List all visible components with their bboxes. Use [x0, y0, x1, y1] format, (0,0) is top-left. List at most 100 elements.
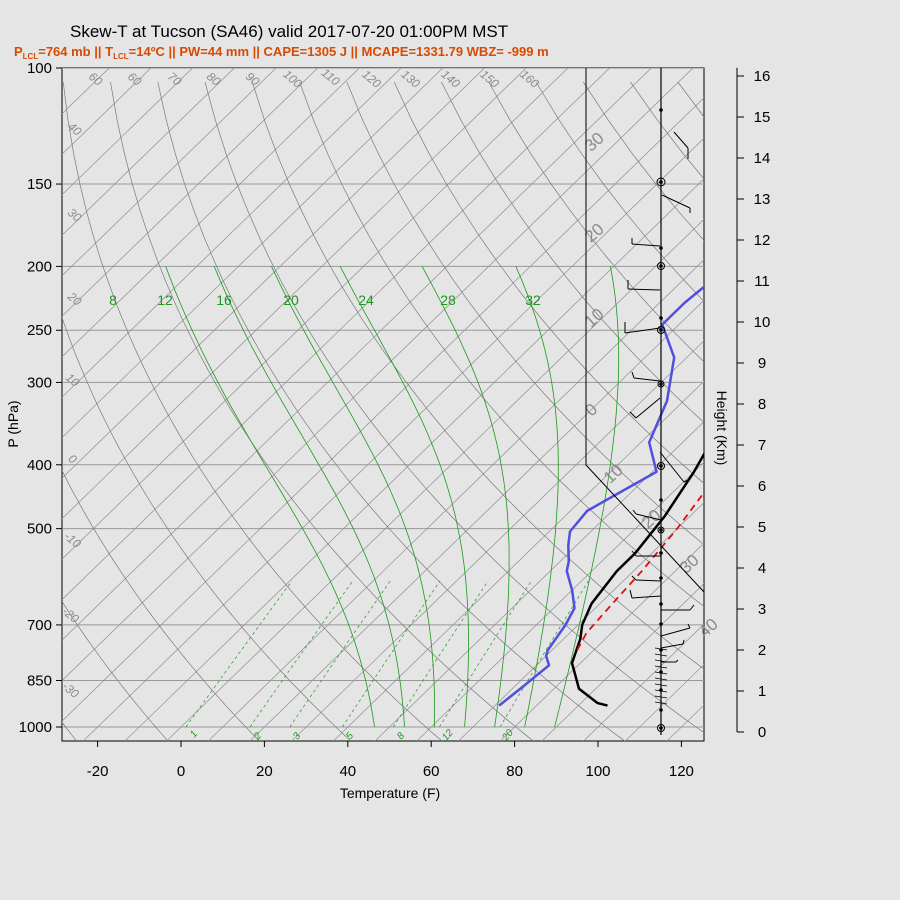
wind-barb-flag: [687, 623, 691, 629]
x-axis-label: Temperature (F): [340, 785, 440, 801]
wind-barb-shaft: [659, 451, 685, 483]
dewpoint-line: [498, 285, 704, 707]
wind-barb-small: [654, 695, 668, 699]
moist-adiabat-line: [515, 266, 559, 728]
moist-adiabat-label: 20: [283, 292, 299, 308]
wind-barb-flag: [631, 575, 637, 581]
isotherm-line: [62, 68, 527, 520]
height-tick-label: 2: [758, 642, 766, 659]
wind-barb-small: [654, 647, 668, 651]
isotherm-line: [249, 299, 704, 741]
wind-barb-small: [654, 677, 668, 681]
wind-calm-circle: [657, 462, 665, 470]
wind-barb-flag: [629, 411, 637, 419]
mixing-ratio-label: 1: [188, 729, 200, 740]
height-tick-label: 4: [758, 560, 766, 577]
height-tick-label: 0: [758, 724, 766, 741]
wind-calm-circle: [657, 326, 665, 334]
wind-barb-flag: [682, 639, 685, 645]
dry-adiabat-label: 10: [63, 370, 82, 390]
wind-level-dot: [659, 264, 663, 268]
pressure-tick-label: 300: [27, 374, 52, 391]
dry-adiabat-line: [677, 81, 704, 118]
isotherm-line: [876, 38, 900, 741]
wind-barb-shaft: [635, 579, 662, 582]
wind-level-dot: [659, 464, 663, 468]
isotherm-label: 40: [695, 615, 722, 642]
pressure-tick-label: 850: [27, 672, 52, 689]
wind-barb-flag: [683, 479, 689, 483]
dry-adiabat-line: [772, 82, 900, 741]
dry-adiabat-label: 20: [64, 289, 84, 309]
wind-barb-flag: [689, 604, 695, 611]
temperature-line: [570, 451, 704, 707]
dry-adiabat-line: [820, 82, 900, 741]
dry-adiabat-label: -20: [59, 604, 82, 626]
height-tick-label: 15: [754, 109, 771, 126]
wind-barb-flag: [631, 550, 637, 557]
wind-barb-shaft: [631, 243, 661, 247]
mixing-ratio-label: 5: [344, 730, 356, 742]
dry-adiabat-line: [299, 81, 704, 607]
pressure-tick-label: 200: [27, 258, 52, 275]
dry-adiabat-label: 60: [125, 69, 144, 89]
height-tick-label: 8: [758, 396, 766, 413]
height-tick-label: 12: [754, 232, 771, 249]
wind-barb-shaft: [635, 513, 662, 521]
dry-adiabat-label: 30: [65, 205, 84, 225]
wind-barb-shaft: [633, 377, 661, 382]
wind-level-dot: [659, 108, 663, 112]
wind-barb-shaft: [673, 131, 689, 149]
wind-barb-shaft: [660, 643, 684, 649]
isotherm-line: [166, 218, 704, 741]
isotherm-line: [62, 68, 694, 682]
mixing-ratio-line: [499, 580, 589, 728]
isotherm-line: [62, 68, 652, 641]
dry-adiabat-label: 110: [319, 65, 343, 88]
isotherm-line: [625, 664, 704, 741]
isotherm-line: [834, 38, 900, 741]
wind-level-dot: [659, 316, 663, 320]
isotherm-line: [291, 340, 704, 741]
subtitle-t-sub: LCL: [113, 52, 129, 61]
series-layer: [498, 285, 704, 707]
mixing-ratio-label: 3: [291, 730, 303, 742]
moist-adiabat-line: [165, 266, 375, 728]
mixing-ratio-line: [249, 580, 354, 728]
wind-level-dot: [659, 328, 663, 332]
isotherm-line: [62, 68, 194, 196]
wind-barb-shaft: [631, 595, 662, 599]
subtitle-p-label: P: [14, 44, 23, 59]
isotherm-line: [62, 68, 569, 560]
height-tick-label: 16: [754, 68, 771, 85]
wind-barb-shaft: [660, 627, 691, 637]
clipped-layers: [62, 38, 900, 741]
dry-adiabat-label: 130: [398, 67, 423, 91]
wind-barb-flag: [675, 659, 679, 663]
dry-adiabat-line: [62, 316, 351, 741]
dry-adiabat-label: -10: [61, 529, 84, 551]
isotherm-line: [62, 68, 402, 398]
wind-barb-small: [654, 671, 668, 675]
dry-adiabat-line: [62, 81, 443, 741]
dry-adiabat-label: 80: [204, 69, 223, 89]
plot-frame: [61, 67, 705, 742]
isotherm-line: [583, 623, 704, 741]
dry-adiabat-label: -30: [59, 679, 82, 701]
height-tick-label: 13: [754, 191, 771, 208]
moist-adiabat-label: 24: [358, 292, 374, 308]
wind-level-dot: [659, 528, 663, 532]
wind-level-dot: [659, 708, 663, 712]
pressure-tick-label: 250: [27, 322, 52, 339]
mixing-ratio-line: [393, 580, 489, 728]
isotherm-line: [62, 68, 444, 439]
wind-barb-flag: [629, 589, 633, 599]
x-tick-label: 40: [339, 763, 356, 780]
isotherm-line: [62, 68, 235, 236]
dry-adiabat-label: 70: [165, 69, 184, 89]
isotherm-line: [124, 178, 704, 741]
dry-adiabat-line: [62, 600, 169, 741]
